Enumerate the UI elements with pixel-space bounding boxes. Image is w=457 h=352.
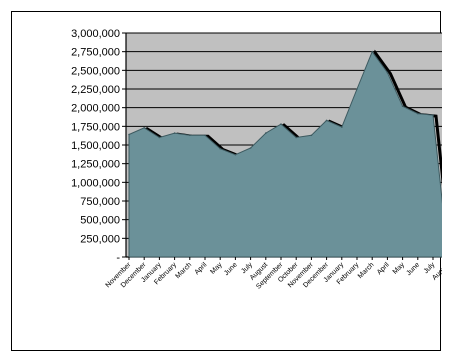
series-area	[128, 50, 442, 258]
y-tick-label: -	[116, 252, 120, 264]
y-tick-label: 1,500,000	[71, 140, 120, 152]
x-tick-label: May	[209, 261, 224, 276]
data-point	[386, 71, 389, 74]
x-tick-label: March	[175, 261, 194, 280]
chart-frame: 3,000,000 2,750,000 2,500,000 2,250,000 2,00…	[11, 11, 442, 351]
data-point	[417, 112, 419, 115]
data-point	[310, 134, 313, 137]
data-point	[325, 119, 328, 122]
y-tick-label: 1,250,000	[71, 159, 120, 171]
data-point	[280, 123, 282, 125]
x-tick-label: June	[406, 261, 422, 277]
data-point	[173, 132, 176, 134]
data-point	[204, 134, 206, 137]
x-tick-label: May	[392, 261, 407, 276]
data-point	[265, 132, 267, 134]
y-tick-label: 250,000	[80, 233, 120, 245]
y-tick-label: 3,000,000	[71, 28, 120, 40]
area-chart: 3,000,000 2,750,000 2,500,000 2,250,000 2,00…	[71, 28, 442, 291]
data-point	[219, 147, 221, 150]
y-tick-label: 2,250,000	[71, 84, 120, 96]
y-tick-label: 1,000,000	[71, 177, 120, 189]
data-point	[189, 134, 191, 137]
x-tick-label: June	[223, 261, 239, 277]
data-point	[128, 133, 130, 136]
data-point	[356, 88, 358, 90]
data-point	[295, 136, 298, 139]
data-point	[401, 105, 404, 107]
data-point	[143, 127, 145, 129]
data-point	[371, 50, 374, 53]
data-point	[234, 153, 237, 156]
data-point	[432, 114, 434, 116]
y-tick-label: 2,750,000	[71, 47, 120, 59]
x-tick-label: April	[194, 261, 209, 276]
y-tick-label: 500,000	[80, 215, 120, 227]
data-point	[341, 126, 343, 128]
x-tick-label: August	[431, 261, 442, 281]
data-point	[158, 136, 161, 139]
x-tick-label: April	[376, 261, 391, 276]
y-tick-label: 1,750,000	[71, 121, 120, 133]
y-tick-label: 2,000,000	[71, 103, 120, 115]
x-tick-label: March	[357, 261, 376, 280]
y-tick-label: 2,500,000	[71, 65, 120, 77]
y-tick-label: 750,000	[80, 196, 120, 208]
data-point	[249, 147, 252, 149]
